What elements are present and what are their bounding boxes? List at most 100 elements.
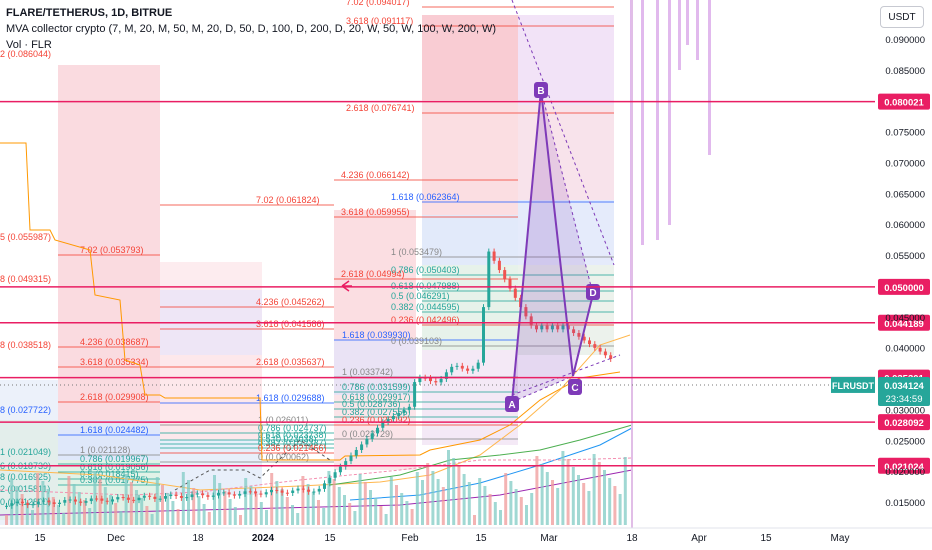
volume-bar: [223, 491, 227, 525]
candle: [174, 494, 178, 496]
volume-bar: [254, 494, 258, 525]
fib-zone: [160, 262, 262, 290]
time-axis[interactable]: [0, 528, 932, 550]
volume-bar: [244, 478, 248, 525]
volume-bar: [337, 487, 341, 525]
volume-bar: [410, 509, 414, 525]
volume-bar: [343, 495, 346, 525]
symbol-title: FLARE/TETHERUS, 1D, BITRUE: [6, 7, 173, 19]
volume-bar: [114, 503, 118, 525]
candle: [232, 494, 236, 496]
volume-bar: [57, 505, 60, 525]
candle: [386, 419, 390, 423]
candle: [307, 489, 311, 492]
candle: [238, 493, 242, 496]
volume-bar: [369, 490, 372, 525]
level-price-label: 0.021024: [884, 462, 924, 473]
candle: [58, 502, 61, 504]
fib-zone: [58, 65, 160, 420]
left-edge-label: 5 (0.055987): [0, 232, 51, 242]
currency-button[interactable]: USDT: [880, 6, 924, 28]
time-tick-label: Dec: [107, 533, 125, 544]
fib-zone: [422, 100, 518, 215]
projection-bar: [641, 0, 644, 245]
fib-level-label: 2.618 (0.035637): [256, 357, 325, 367]
left-edge-label: 2 (0.086044): [0, 49, 51, 59]
candle: [222, 492, 226, 494]
fib-zone: [518, 105, 614, 200]
fib-zone: [518, 200, 614, 265]
price-tick-label: 0.025000: [885, 436, 925, 447]
volume-bar: [332, 479, 336, 525]
pattern-point-marker[interactable]: [568, 379, 582, 395]
fib-level-label: 1 (0.033742): [342, 367, 393, 377]
candle: [206, 495, 210, 497]
fib-level-label: 0 (0.023729): [342, 429, 393, 439]
candle: [545, 325, 549, 330]
fib-level-label: 0 (0.020062): [258, 452, 309, 462]
projection-bar: [656, 0, 659, 240]
candle: [455, 365, 459, 367]
volume-bar: [129, 482, 133, 525]
candle: [126, 497, 130, 500]
pattern-diag-bottom: [511, 354, 621, 396]
volume-bar: [140, 498, 144, 525]
candle: [513, 288, 517, 298]
volume-bar: [577, 475, 580, 525]
candle: [42, 500, 46, 502]
volume-bar: [327, 471, 331, 525]
volume-bar: [457, 466, 461, 525]
fib-zone: [334, 210, 416, 340]
candle: [20, 501, 24, 504]
candle: [471, 368, 475, 371]
indicator-legend[interactable]: MVA collector crypto (7, M, 20, M, 50, M…: [6, 23, 497, 35]
volume-bar: [83, 500, 86, 525]
level-price-label: 0.050000: [884, 283, 924, 294]
candle: [73, 499, 77, 502]
time-tick-label: May: [831, 533, 850, 544]
fib-level-label: 3.618 (0.091117): [346, 16, 413, 26]
fib-zone: [422, 350, 518, 445]
volume-bar: [36, 473, 40, 525]
pattern-point-marker[interactable]: [586, 284, 600, 300]
candle: [492, 251, 496, 261]
candle: [360, 444, 364, 450]
symbol-tag: [831, 376, 875, 393]
candle: [5, 505, 8, 507]
volume-bar: [462, 474, 466, 525]
volume-bar: [135, 490, 138, 525]
fib-level-label: 0.5 (0.028736): [342, 399, 401, 409]
fib-level-label: 0.618 (0.019056): [80, 462, 149, 472]
candle: [95, 498, 99, 500]
candle: [105, 500, 109, 502]
volume-bar: [181, 472, 185, 525]
candle: [588, 340, 591, 345]
volume-bar: [613, 486, 617, 525]
pattern-point-marker[interactable]: [505, 396, 519, 412]
candle: [317, 488, 321, 492]
candle: [603, 351, 607, 356]
candle: [217, 492, 220, 496]
volume-bar: [551, 480, 554, 525]
volume-legend[interactable]: Vol · FLR: [6, 39, 52, 51]
projection-bar: [668, 0, 671, 225]
candle: [535, 325, 538, 330]
candle: [312, 491, 316, 493]
fib-level-label: 0.236 (0.026092): [342, 415, 411, 425]
candle: [111, 499, 114, 502]
volume-bar: [46, 489, 50, 525]
time-tick-label: 15: [324, 533, 336, 544]
fib-level-label: 0.382 (0.027555): [342, 407, 411, 417]
candle: [487, 251, 491, 308]
fib-level-label: 0.382 (0.044595): [391, 302, 460, 312]
candle: [323, 483, 326, 489]
volume-bar: [311, 492, 315, 525]
candle: [15, 501, 19, 504]
volume-bar: [155, 477, 159, 525]
candle: [185, 497, 189, 499]
pattern-path: [511, 89, 594, 403]
volume-bar: [353, 511, 357, 525]
fib-level-label: 0.236 (0.021466): [258, 443, 327, 453]
pattern-point-marker[interactable]: [534, 82, 548, 98]
